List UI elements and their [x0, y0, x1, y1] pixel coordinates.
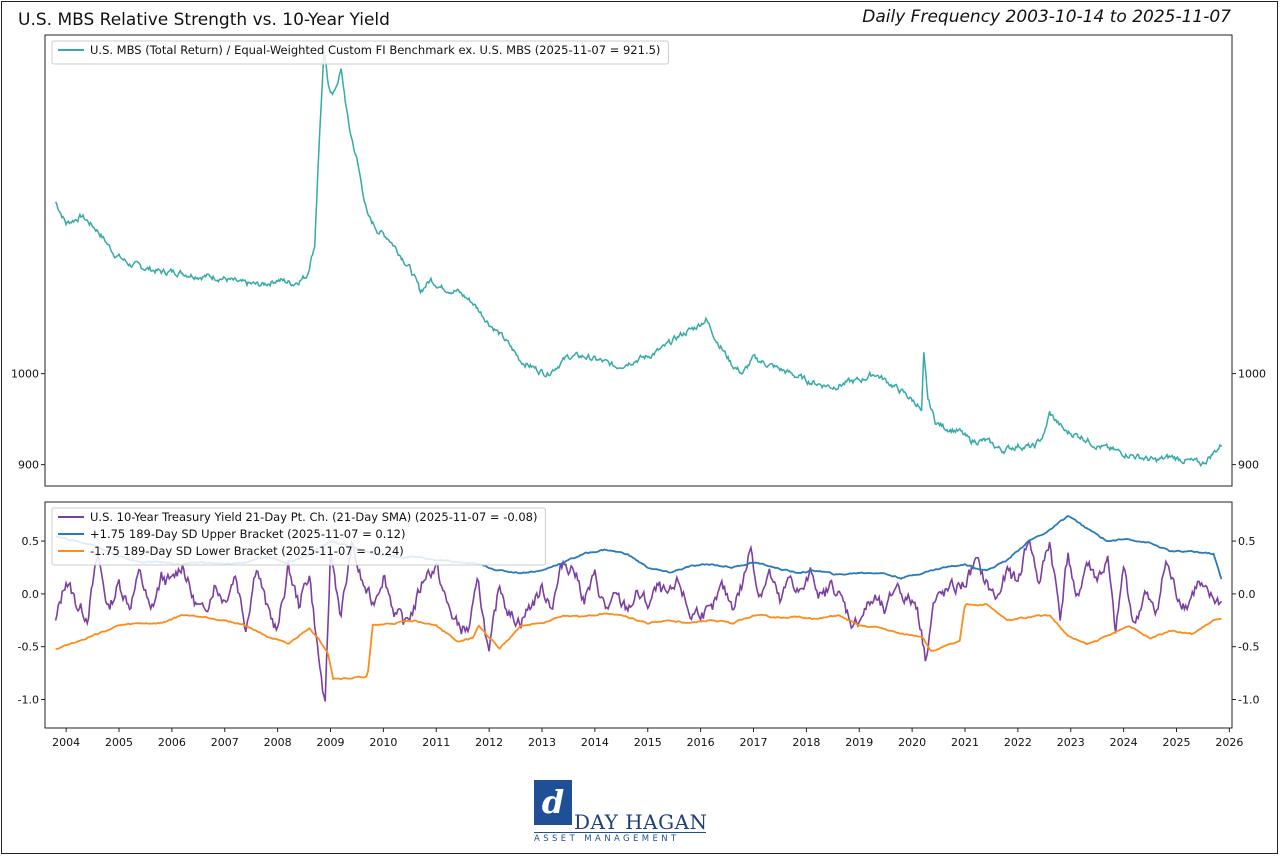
- lower-bracket-line: [55, 603, 1222, 681]
- chart-subtitle: Daily Frequency 2003-10-14 to 2025-11-07: [862, 7, 1231, 27]
- xtick-label: 2004: [52, 736, 80, 749]
- mbs-legend-label: U.S. MBS (Total Return) / Equal-Weighted…: [90, 43, 660, 57]
- xtick-label: 2007: [211, 736, 239, 749]
- xtick-label: 2015: [634, 736, 662, 749]
- xtick-label: 2017: [739, 736, 767, 749]
- mbs-legend-box: [51, 40, 669, 65]
- xtick-label: 2014: [581, 736, 609, 749]
- logo-mark: d: [534, 780, 572, 825]
- yield-legend-box: [51, 507, 546, 566]
- xtick-label: 2021: [951, 736, 979, 749]
- xtick-label: 2013: [528, 736, 556, 749]
- yield-series-line: [54, 539, 1223, 702]
- yield-ytick-label-left: -0.5: [18, 641, 39, 654]
- yield-ytick-label-left: 0.5: [22, 535, 40, 548]
- yield-legend: U.S. 10-Year Treasury Yield 21-Day Pt. C…: [51, 507, 546, 566]
- mbs-series-line: [54, 51, 1223, 468]
- xtick-label: 2025: [1162, 736, 1190, 749]
- xtick-label: 2008: [264, 736, 292, 749]
- xtick-label: 2018: [792, 736, 820, 749]
- xtick-label: 2011: [422, 736, 450, 749]
- mbs-panel: 1000 1000 900 900 U.S. MBS (Total Return) / …: [11, 34, 1266, 487]
- xtick-label: 2019: [845, 736, 873, 749]
- xtick-label: 2005: [105, 736, 133, 749]
- yield-ytick-label-right: 0.0: [1238, 588, 1256, 601]
- yield-ytick-label-right: 0.5: [1238, 535, 1256, 548]
- mbs-legend: U.S. MBS (Total Return) / Equal-Weighted…: [51, 40, 669, 65]
- day-hagan-logo: d DAY HAGAN ASSET MANAGEMENT: [534, 780, 724, 844]
- xtick-label: 2010: [369, 736, 397, 749]
- x-axis: 2004 2005 2006 2007 2008 2009 2010 2011 2012 2013…: [52, 728, 1243, 749]
- chart-title: U.S. MBS Relative Strength vs. 10-Year Y…: [18, 10, 390, 30]
- yield-legend-label: -1.75 189-Day SD Lower Bracket (2025-11-…: [90, 544, 404, 558]
- xtick-label: 2026: [1215, 736, 1243, 749]
- yield-ytick-label-right: -0.5: [1238, 641, 1259, 654]
- yield-panel: 0.5 0.5 0.0 0.0 -0.5 -0.5 -1.0 -1.0 U.S. 10-Year…: [18, 501, 1259, 729]
- xtick-label: 2020: [898, 736, 926, 749]
- mbs-ytick-label-left: 1000: [11, 368, 39, 381]
- yield-legend-label: +1.75 189-Day SD Upper Bracket (2025-11-…: [90, 527, 405, 541]
- yield-legend-label: U.S. 10-Year Treasury Yield 21-Day Pt. C…: [90, 510, 537, 524]
- xtick-label: 2009: [317, 736, 345, 749]
- mbs-panel-frame: [44, 34, 1233, 487]
- xtick-label: 2023: [1057, 736, 1085, 749]
- xtick-label: 2024: [1110, 736, 1138, 749]
- logo-divider: [534, 832, 706, 833]
- xtick-label: 2016: [687, 736, 715, 749]
- logo-subtitle: ASSET MANAGEMENT: [534, 834, 680, 844]
- logo-name: DAY HAGAN: [574, 810, 708, 834]
- xtick-label: 2012: [475, 736, 503, 749]
- yield-ytick-label-left: -1.0: [18, 693, 39, 706]
- mbs-ytick-label-right: 900: [1238, 459, 1259, 472]
- mbs-ytick-label-right: 1000: [1238, 368, 1266, 381]
- yield-ytick-label-right: -1.0: [1238, 693, 1259, 706]
- yield-ytick-label-left: 0.0: [22, 588, 40, 601]
- mbs-ytick-label-left: 900: [18, 459, 39, 472]
- xtick-label: 2006: [158, 736, 186, 749]
- xtick-label: 2022: [1004, 736, 1032, 749]
